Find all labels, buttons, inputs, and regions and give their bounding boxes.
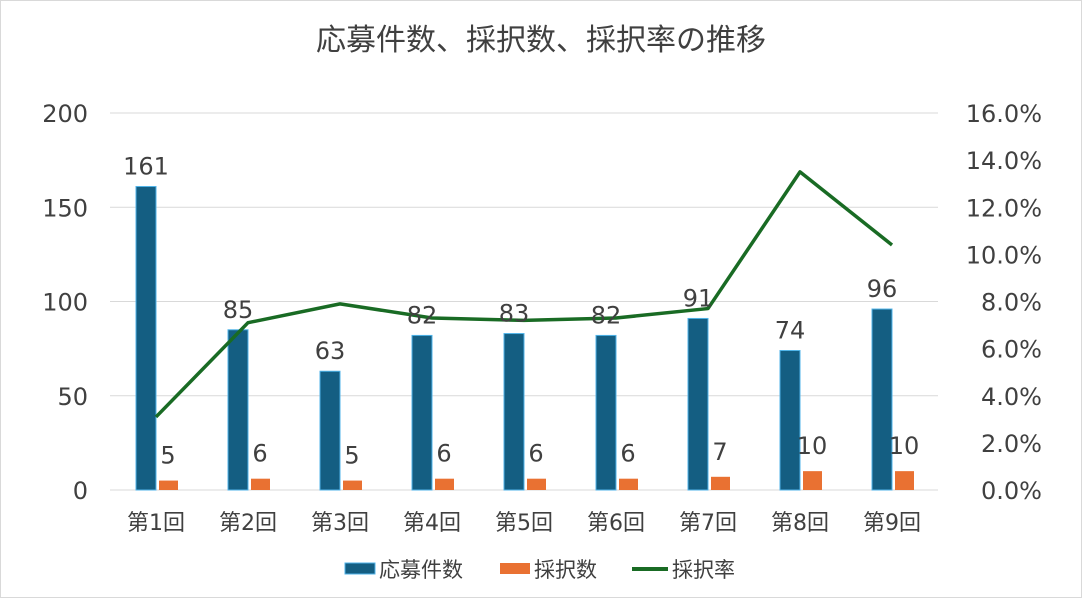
bar-採択数	[895, 471, 914, 490]
legend-swatch	[344, 562, 376, 575]
x-tick-label: 第4回	[403, 511, 461, 536]
data-label: 82	[591, 301, 622, 329]
y-left-tick-label: 0	[73, 477, 88, 505]
data-label: 83	[499, 300, 530, 328]
data-label: 6	[436, 440, 451, 468]
data-label: 6	[620, 440, 635, 468]
y-left-tick-label: 150	[42, 194, 88, 222]
legend-label: 応募件数	[379, 558, 463, 582]
data-label: 74	[775, 317, 806, 345]
data-label: 85	[223, 296, 254, 324]
bar-採択数	[527, 478, 546, 490]
y-left-tick-label: 50	[57, 383, 88, 411]
bar-採択数	[803, 471, 822, 490]
data-label: 7	[712, 438, 727, 466]
bar-応募件数	[871, 308, 893, 491]
x-tick-label: 第6回	[587, 511, 645, 536]
x-tick-label: 第8回	[771, 511, 829, 536]
y-right-tick-label: 2.0%	[981, 430, 1042, 458]
y-right-tick-label: 12.0%	[966, 194, 1042, 222]
y-right-tick-label: 10.0%	[966, 241, 1042, 269]
line-採択率	[154, 170, 894, 419]
bar-採択数	[251, 478, 270, 490]
bar-応募件数	[687, 317, 709, 491]
data-label: 161	[123, 153, 169, 181]
bar-応募件数	[779, 350, 801, 491]
y-right-tick-label: 8.0%	[981, 289, 1042, 317]
bar-応募件数	[227, 329, 249, 491]
data-label: 96	[867, 275, 898, 303]
legend-label: 採択率	[672, 558, 735, 582]
x-tick-label: 第7回	[679, 511, 737, 536]
x-tick-label: 第9回	[863, 511, 921, 536]
bar-応募件数	[411, 334, 433, 491]
y-right-tick-label: 14.0%	[966, 147, 1042, 175]
data-label: 82	[407, 301, 438, 329]
data-label: 91	[683, 284, 714, 312]
data-label: 5	[160, 442, 175, 470]
bar-応募件数	[503, 333, 525, 491]
data-label: 63	[315, 337, 346, 365]
x-tick-label: 第1回	[127, 511, 185, 536]
legend-label: 採択数	[534, 558, 597, 582]
data-label: 10	[797, 432, 828, 460]
bar-採択数	[435, 478, 454, 490]
legend-swatch	[500, 563, 530, 574]
bar-応募件数	[135, 186, 157, 491]
x-tick-label: 第2回	[219, 511, 277, 536]
bar-採択数	[619, 478, 638, 490]
data-label: 10	[889, 432, 920, 460]
bar-応募件数	[595, 334, 617, 491]
bar-採択数	[159, 480, 178, 490]
y-right-tick-label: 0.0%	[981, 477, 1042, 505]
data-label: 5	[344, 442, 359, 470]
y-right-tick-label: 4.0%	[981, 383, 1042, 411]
y-left-tick-label: 100	[42, 289, 88, 317]
chart-title: 応募件数、採択数、採択率の推移	[316, 23, 766, 58]
bar-採択数	[343, 480, 362, 490]
x-tick-label: 第5回	[495, 511, 553, 536]
bar-採択数	[711, 476, 730, 490]
y-right-tick-label: 6.0%	[981, 336, 1042, 364]
y-right-tick-label: 16.0%	[966, 100, 1042, 128]
bar-応募件数	[319, 370, 341, 491]
data-label: 6	[528, 440, 543, 468]
data-label: 6	[252, 440, 267, 468]
y-left-tick-label: 200	[42, 100, 88, 128]
x-tick-label: 第3回	[311, 511, 369, 536]
